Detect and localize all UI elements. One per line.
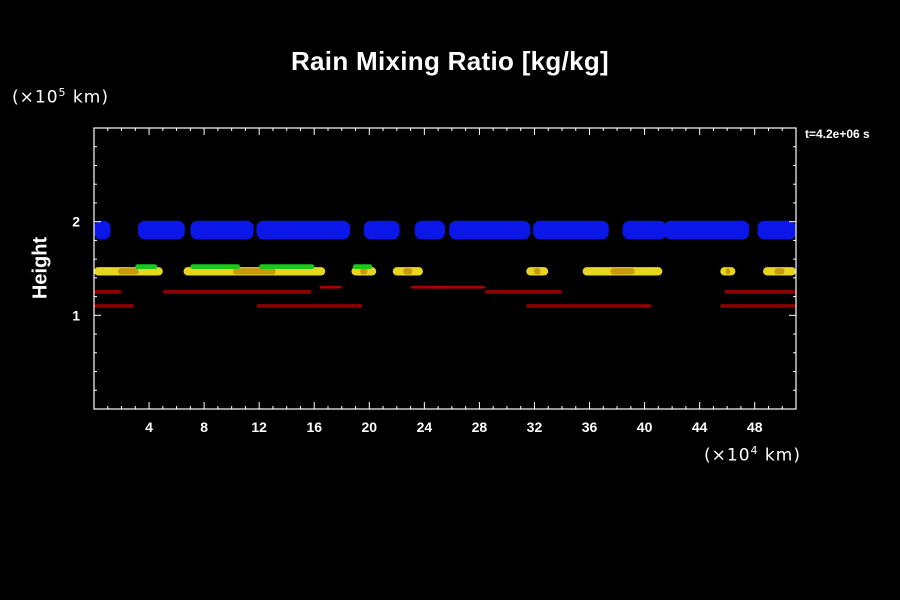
band-segment-orange-core <box>233 268 276 275</box>
field-bands <box>94 220 796 308</box>
x-tick-label: 20 <box>362 419 378 435</box>
band-segment-mid-green <box>135 264 158 269</box>
y-multiplier-prefix: (×10 <box>12 87 59 108</box>
band-segment-mid-green <box>259 264 315 269</box>
band-segment-high <box>533 220 609 240</box>
y-tick-label: 1 <box>72 307 80 323</box>
band-segment-low <box>162 290 268 294</box>
x-multiplier-prefix: (×10 <box>704 445 751 466</box>
band-segment-high <box>663 220 750 240</box>
band-segment-high <box>94 220 111 240</box>
band-segment-low <box>724 290 796 294</box>
band-segment-high <box>449 220 531 240</box>
y-multiplier-exponent: 5 <box>58 86 67 99</box>
chart-title: Rain Mixing Ratio [kg/kg] <box>290 46 610 76</box>
y-multiplier-suffix: km) <box>66 87 109 108</box>
band-segment-low-dot <box>410 285 447 289</box>
band-segment-low <box>720 304 796 308</box>
x-axis-multiplier: (×104 km) <box>704 444 801 466</box>
y-tick-label: 2 <box>72 214 80 230</box>
band-segment-high <box>256 220 333 240</box>
band-segment-orange-core <box>774 268 785 275</box>
x-multiplier-exponent: 4 <box>750 444 759 457</box>
band-segment-high <box>757 220 796 240</box>
band-segment-high <box>317 220 350 240</box>
time-label: t=4.2e+06 s <box>805 127 870 141</box>
band-segment-high <box>414 220 445 240</box>
x-tick-label: 28 <box>472 419 488 435</box>
band-segment-mid-green <box>190 264 240 269</box>
band-segment-high <box>622 220 667 240</box>
band-segment-orange-core <box>360 268 368 275</box>
band-segment-low-dot <box>438 285 485 289</box>
band-segment-low <box>484 290 562 294</box>
x-multiplier-suffix: km) <box>758 445 801 466</box>
x-tick-label: 4 <box>145 419 153 435</box>
band-segment-orange-core <box>610 268 635 275</box>
band-segment-orange-core <box>725 268 731 275</box>
x-tick-label: 16 <box>306 419 322 435</box>
y-axis-multiplier: (×105 km) <box>12 86 109 108</box>
band-segment-high <box>190 220 254 240</box>
band-segment-low <box>256 304 363 308</box>
band-segment-high <box>138 220 185 240</box>
band-segment-orange-core <box>533 268 541 275</box>
x-tick-label: 24 <box>417 419 433 435</box>
x-tick-label: 44 <box>692 419 708 435</box>
band-segment-high <box>363 220 400 240</box>
band-segment-orange-core <box>403 268 413 275</box>
band-segment-low <box>261 290 312 294</box>
band-segment-low <box>526 304 652 308</box>
x-tick-label: 8 <box>200 419 208 435</box>
band-segment-low <box>94 290 122 294</box>
band-segment-low <box>94 304 134 308</box>
x-tick-label: 40 <box>637 419 653 435</box>
x-tick-label: 12 <box>251 419 267 435</box>
band-segment-mid-green <box>352 264 373 269</box>
band-segment-low-dot <box>319 285 342 289</box>
band-segment-orange-core <box>118 268 139 275</box>
x-tick-label: 32 <box>527 419 543 435</box>
x-tick-label: 36 <box>582 419 598 435</box>
x-tick-label: 48 <box>747 419 763 435</box>
plot-frame <box>93 127 797 410</box>
